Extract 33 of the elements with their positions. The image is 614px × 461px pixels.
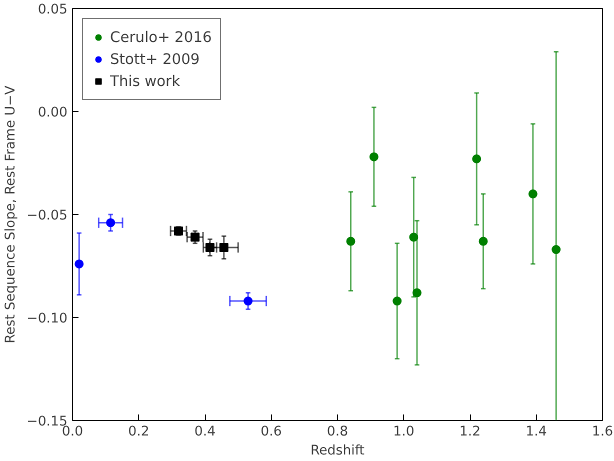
y-tick-label: 0.05 [38,2,68,18]
point [392,296,402,306]
x-tick-label: 0.4 [194,424,216,440]
y-tick-label: −0.10 [26,312,68,326]
point [552,245,561,254]
point [74,259,84,268]
point [190,232,200,242]
point [472,154,482,164]
point [244,296,253,306]
x-axis-title: Redshift [310,444,365,458]
x-tick-label: 0.2 [128,424,150,440]
legend-label: Stott+ 2009 [110,50,200,68]
point [478,236,488,246]
point [409,232,418,242]
x-tick-label: 1.0 [393,424,414,440]
point [106,218,116,228]
point [219,242,228,252]
point [205,242,214,252]
y-tick-label: 0.00 [38,106,68,120]
x-tick-label: 1.4 [526,424,547,440]
point [412,288,422,298]
x-tick-label: 0.0 [62,424,84,440]
y-tick-label: −0.05 [26,208,68,224]
x-tick-label: 1.2 [459,424,481,440]
x-tick-label: 0.6 [260,424,282,440]
x-tick-label: 0.8 [326,424,348,440]
y-axis-title: Rest Sequence Slope, Rest Frame U−V [4,86,19,344]
x-tick-label: 1.6 [592,424,614,440]
point [528,189,538,198]
point [346,236,356,246]
legend-label: Cerulo+ 2016 [110,28,212,46]
legend-label: This work [110,72,180,90]
point [369,152,378,162]
